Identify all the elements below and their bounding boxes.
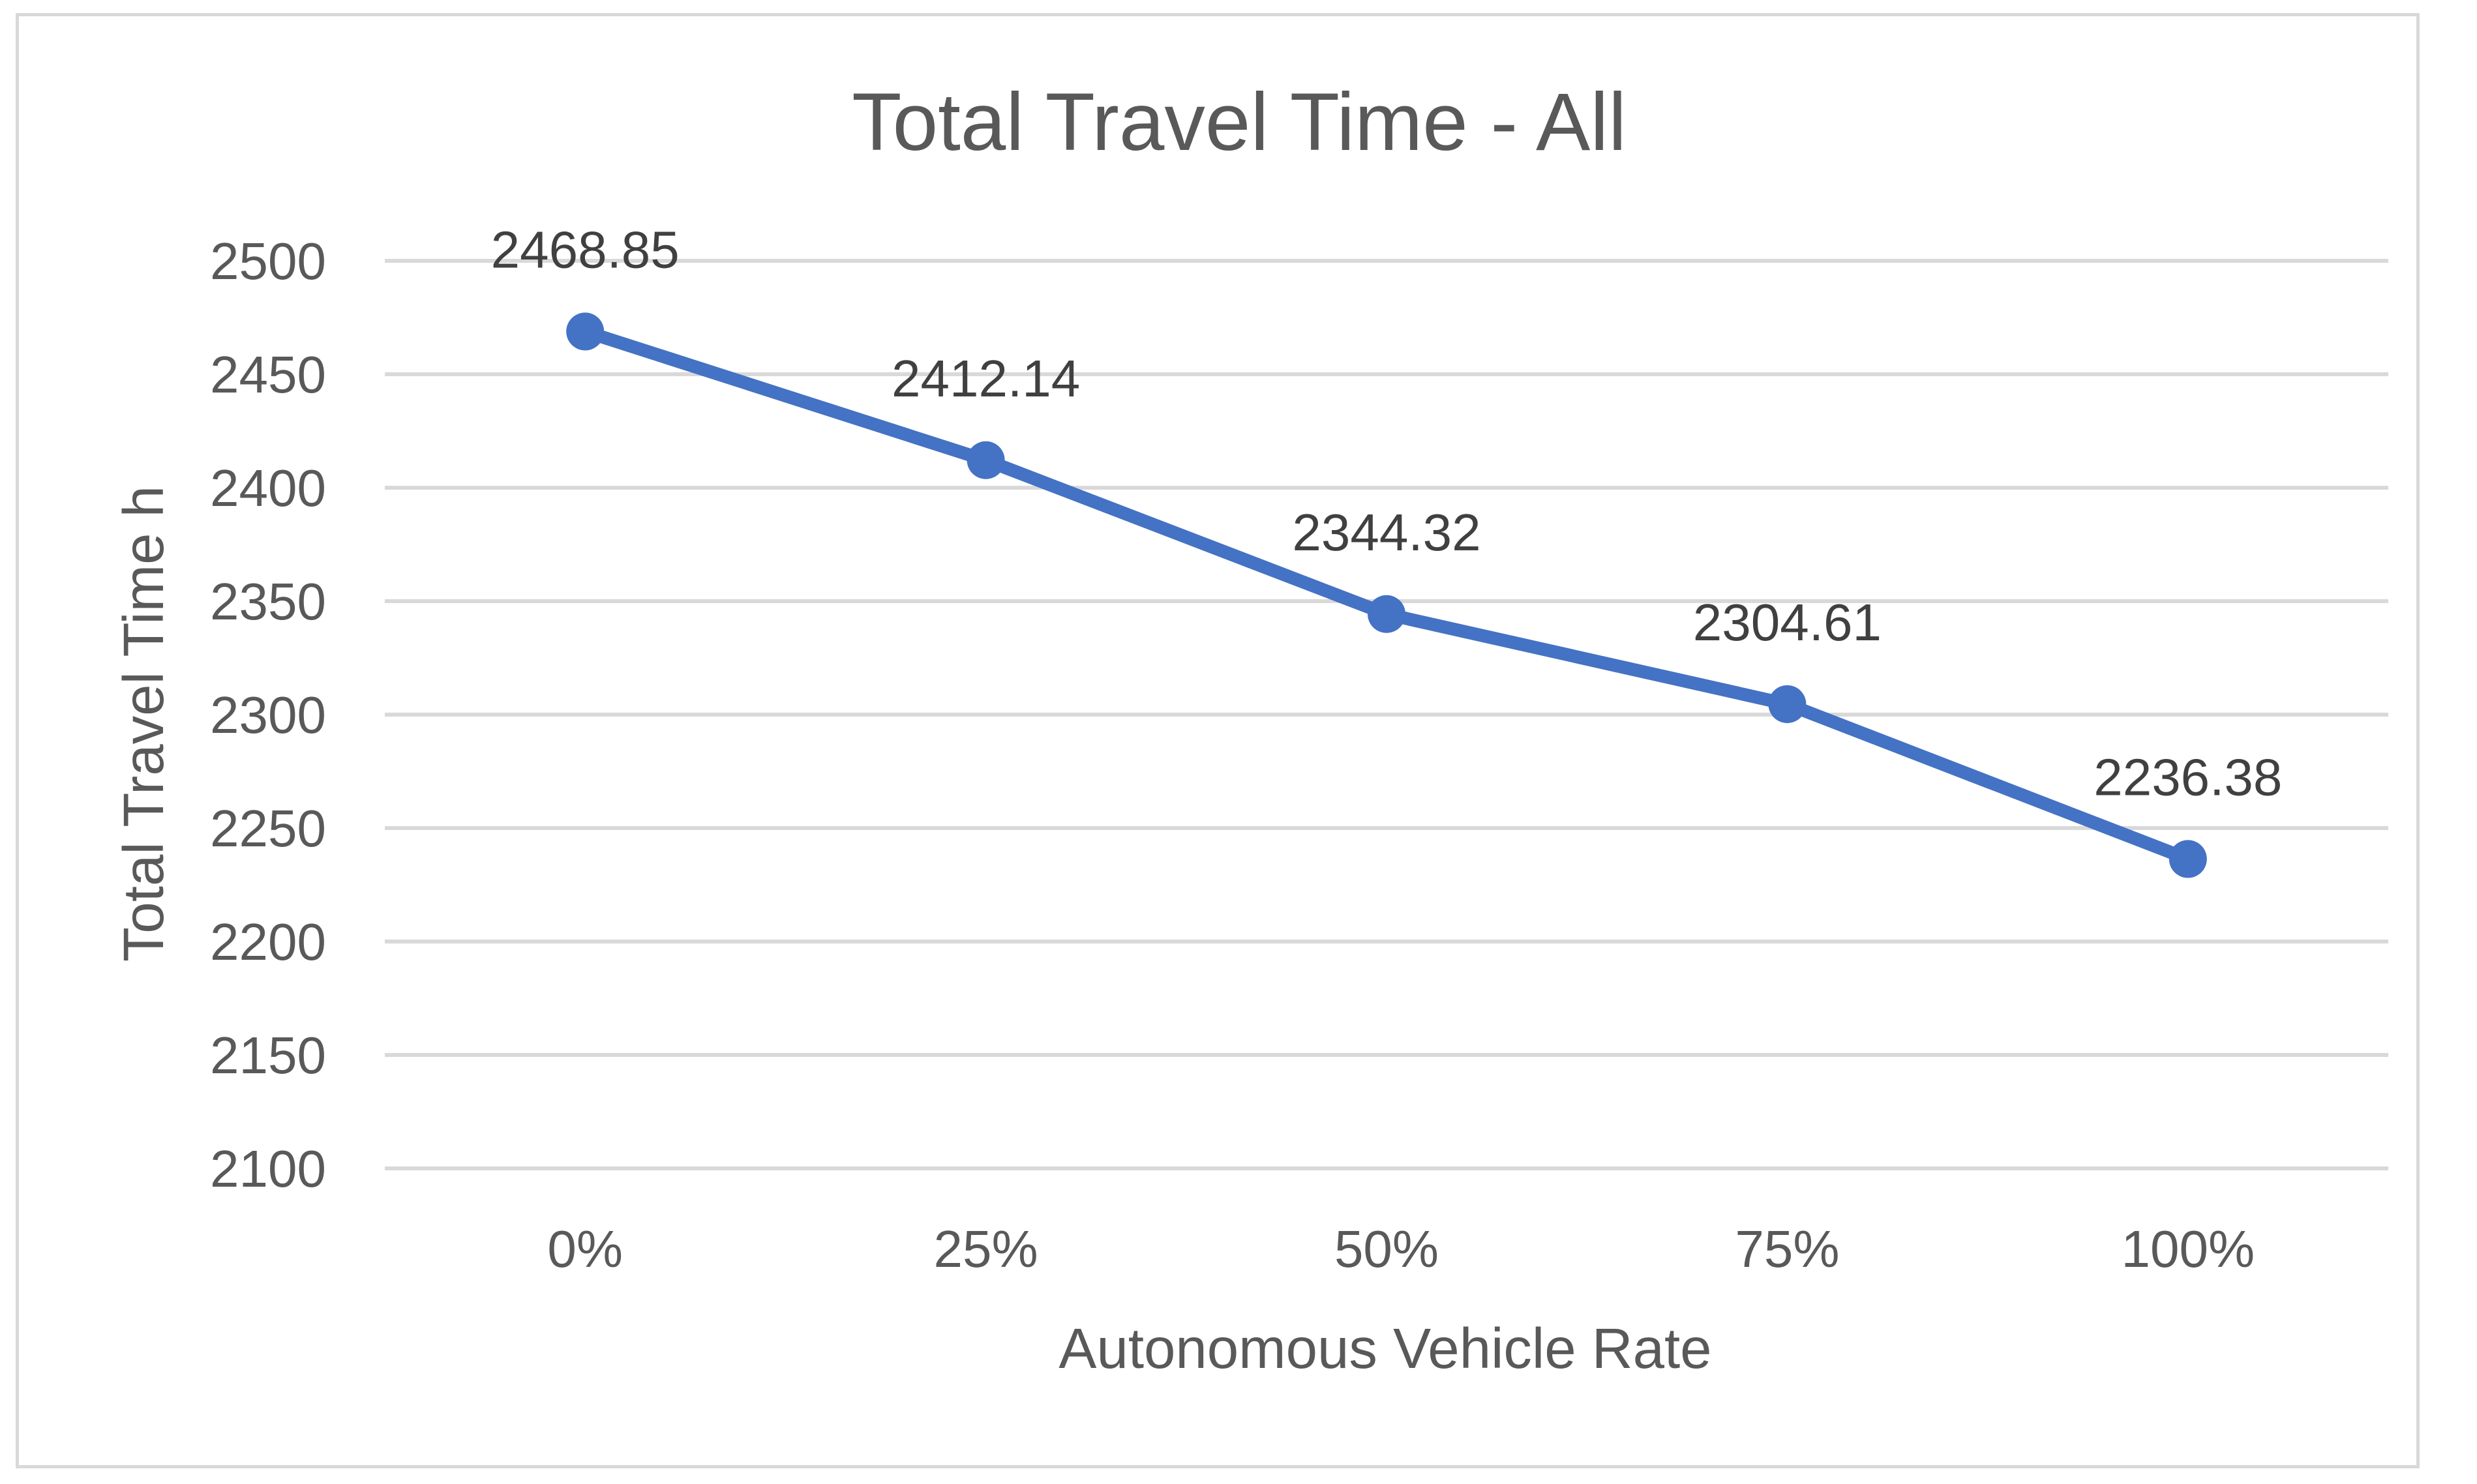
data-point xyxy=(1768,685,1807,723)
x-tick-label: 100% xyxy=(2121,1220,2255,1278)
y-axis-ticks: 2100 2150 2200 2250 2300 2350 2400 2450 2500 xyxy=(210,232,326,1198)
x-tick-label: 50% xyxy=(1334,1220,1439,1278)
data-label: 2344.32 xyxy=(1292,503,1480,561)
y-tick-label: 2450 xyxy=(210,346,326,404)
y-tick-label: 2350 xyxy=(210,572,326,631)
x-tick-label: 25% xyxy=(934,1220,1038,1278)
x-axis-title: Autonomous Vehicle Rate xyxy=(1058,1317,1711,1380)
data-label: 2468.85 xyxy=(491,220,680,278)
data-label: 2412.14 xyxy=(892,349,1080,408)
y-tick-label: 2100 xyxy=(210,1140,326,1198)
y-tick-label: 2500 xyxy=(210,232,326,290)
x-tick-label: 75% xyxy=(1735,1220,1839,1278)
x-axis-ticks: 0% 25% 50% 75% 100% xyxy=(547,1220,2255,1278)
data-point xyxy=(967,441,1005,479)
data-point xyxy=(566,312,605,351)
data-label: 2236.38 xyxy=(2094,748,2282,806)
data-point xyxy=(2169,840,2207,878)
y-tick-label: 2300 xyxy=(210,686,326,744)
x-tick-label: 0% xyxy=(547,1220,623,1278)
y-axis-title: Total Travel Time h xyxy=(112,486,175,962)
chart-title: Total Travel Time - All xyxy=(852,77,1627,168)
data-point xyxy=(1368,595,1405,633)
gridlines xyxy=(385,259,2388,1170)
y-tick-label: 2200 xyxy=(210,913,326,971)
chart-frame xyxy=(16,13,2420,1468)
series-total-travel-time xyxy=(566,312,2207,878)
data-labels: 2468.85 2412.14 2344.32 2304.61 2236.38 xyxy=(491,220,2283,806)
y-tick-label: 2250 xyxy=(210,799,326,857)
y-tick-label: 2150 xyxy=(210,1026,326,1084)
data-label: 2304.61 xyxy=(1693,593,1882,651)
y-tick-label: 2400 xyxy=(210,459,326,517)
